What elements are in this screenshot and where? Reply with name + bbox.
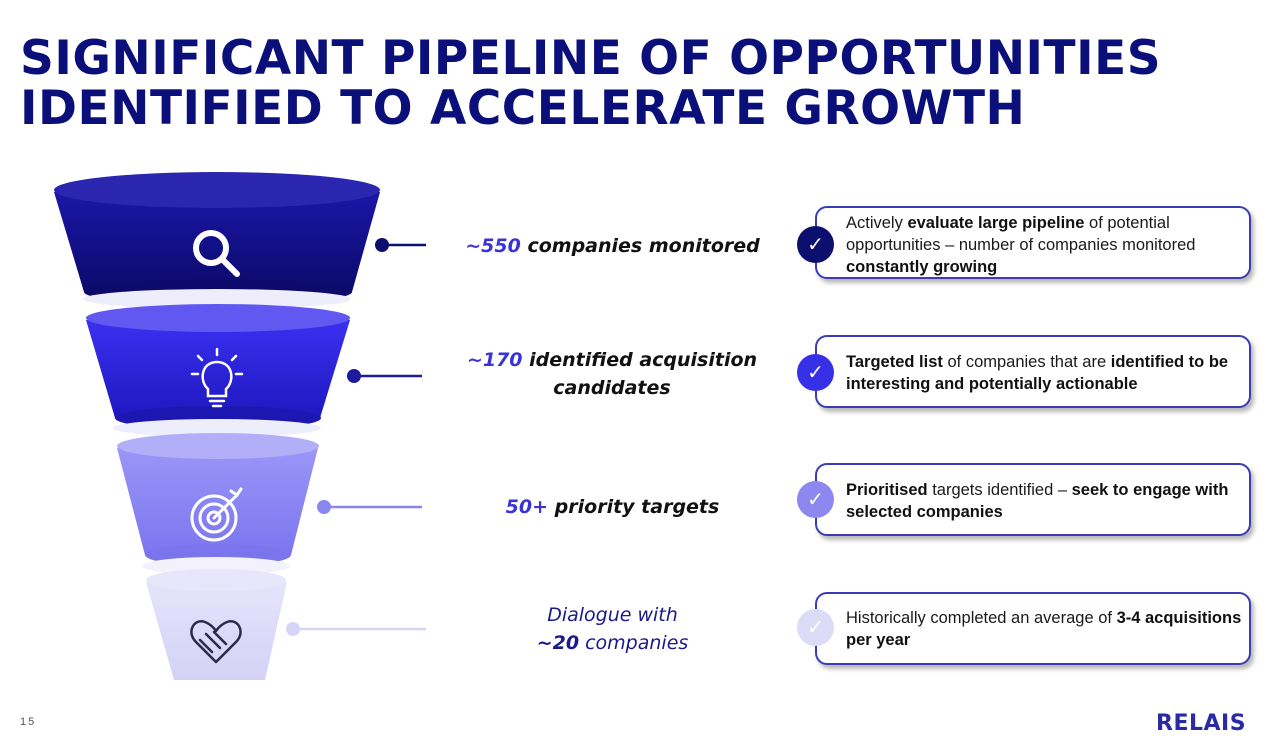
card-4-text: Historically completed an average of 3-4… bbox=[846, 607, 1246, 651]
card-3-part-1: Prioritised bbox=[846, 481, 928, 499]
stage-label-2: ~170 identified acquisition candidates bbox=[452, 346, 772, 402]
card-1-part-3: of potential opportunities – number of c… bbox=[846, 214, 1196, 254]
pipeline-funnel bbox=[54, 172, 426, 680]
info-card-3 bbox=[815, 463, 1251, 536]
card-1-part-1: Actively bbox=[846, 214, 908, 232]
stage-3-text: priority targets bbox=[548, 496, 720, 518]
check-icon-4: ✓ bbox=[797, 609, 834, 646]
stage-4-text: companies bbox=[579, 632, 689, 654]
stage-2-number: ~170 bbox=[466, 349, 523, 371]
card-4-part-2: 3-4 acquisitions per year bbox=[846, 609, 1242, 649]
stage-4-number: ~20 bbox=[536, 632, 580, 654]
card-3-text: Prioritised targets identified – seek to… bbox=[846, 479, 1246, 523]
info-card-1 bbox=[815, 206, 1251, 279]
check-icon-3: ✓ bbox=[797, 481, 834, 518]
card-3-part-3: seek to engage with selected companies bbox=[846, 481, 1229, 521]
page-number: 15 bbox=[20, 716, 37, 728]
card-2-part-3: identified to be interesting and potenti… bbox=[846, 353, 1229, 393]
card-2-text: Targeted list of companies that are iden… bbox=[846, 351, 1246, 395]
connector-3 bbox=[317, 500, 422, 514]
connector-2 bbox=[347, 369, 422, 383]
stage-4-line-1: Dialogue with bbox=[547, 604, 678, 626]
funnel-stage-2 bbox=[83, 289, 351, 430]
relais-logo: RELAIS bbox=[1156, 711, 1247, 736]
stage-1-text: companies monitored bbox=[520, 235, 760, 257]
page-title-line-1: SIGNIFICANT PIPELINE OF OPPORTUNITIES bbox=[20, 31, 1162, 86]
card-4-part-1: Historically completed an average of bbox=[846, 609, 1117, 627]
info-card-2 bbox=[815, 335, 1251, 408]
card-2-part-2: of companies that are bbox=[942, 353, 1111, 371]
card-3-part-2: targets identified – bbox=[927, 481, 1072, 499]
search-icon bbox=[193, 230, 240, 277]
stage-label-3: 50+ priority targets bbox=[450, 493, 775, 521]
handshake-heart-icon bbox=[190, 620, 242, 664]
lightbulb-icon bbox=[190, 347, 244, 408]
card-1-text: Actively evaluate large pipeline of pote… bbox=[846, 212, 1246, 278]
card-2-part-1: Targeted list bbox=[846, 353, 943, 371]
check-icon-1: ✓ bbox=[797, 226, 834, 263]
funnel-stage-4 bbox=[142, 557, 290, 680]
page-title: SIGNIFICANT PIPELINE OF OPPORTUNITIES ID… bbox=[20, 34, 1161, 134]
stage-1-number: ~550 bbox=[465, 235, 521, 257]
stage-3-number: 50+ bbox=[505, 496, 549, 518]
info-card-4 bbox=[815, 592, 1251, 665]
funnel-stage-3 bbox=[113, 419, 321, 566]
stage-label-1: ~550 companies monitored bbox=[450, 232, 775, 260]
page-title-line-2: IDENTIFIED TO ACCELERATE GROWTH bbox=[20, 81, 1026, 136]
connector-4 bbox=[286, 622, 426, 636]
target-icon bbox=[190, 487, 243, 542]
stage-2-text: identified acquisition candidates bbox=[522, 349, 758, 399]
funnel-stage-1 bbox=[54, 172, 380, 305]
card-1-part-4: constantly growing bbox=[846, 258, 998, 276]
card-1-part-2: evaluate large pipeline bbox=[907, 214, 1085, 232]
check-icon-2: ✓ bbox=[797, 354, 834, 391]
stage-label-4: Dialogue with ~20 companies bbox=[450, 601, 775, 657]
connector-1 bbox=[375, 238, 426, 252]
